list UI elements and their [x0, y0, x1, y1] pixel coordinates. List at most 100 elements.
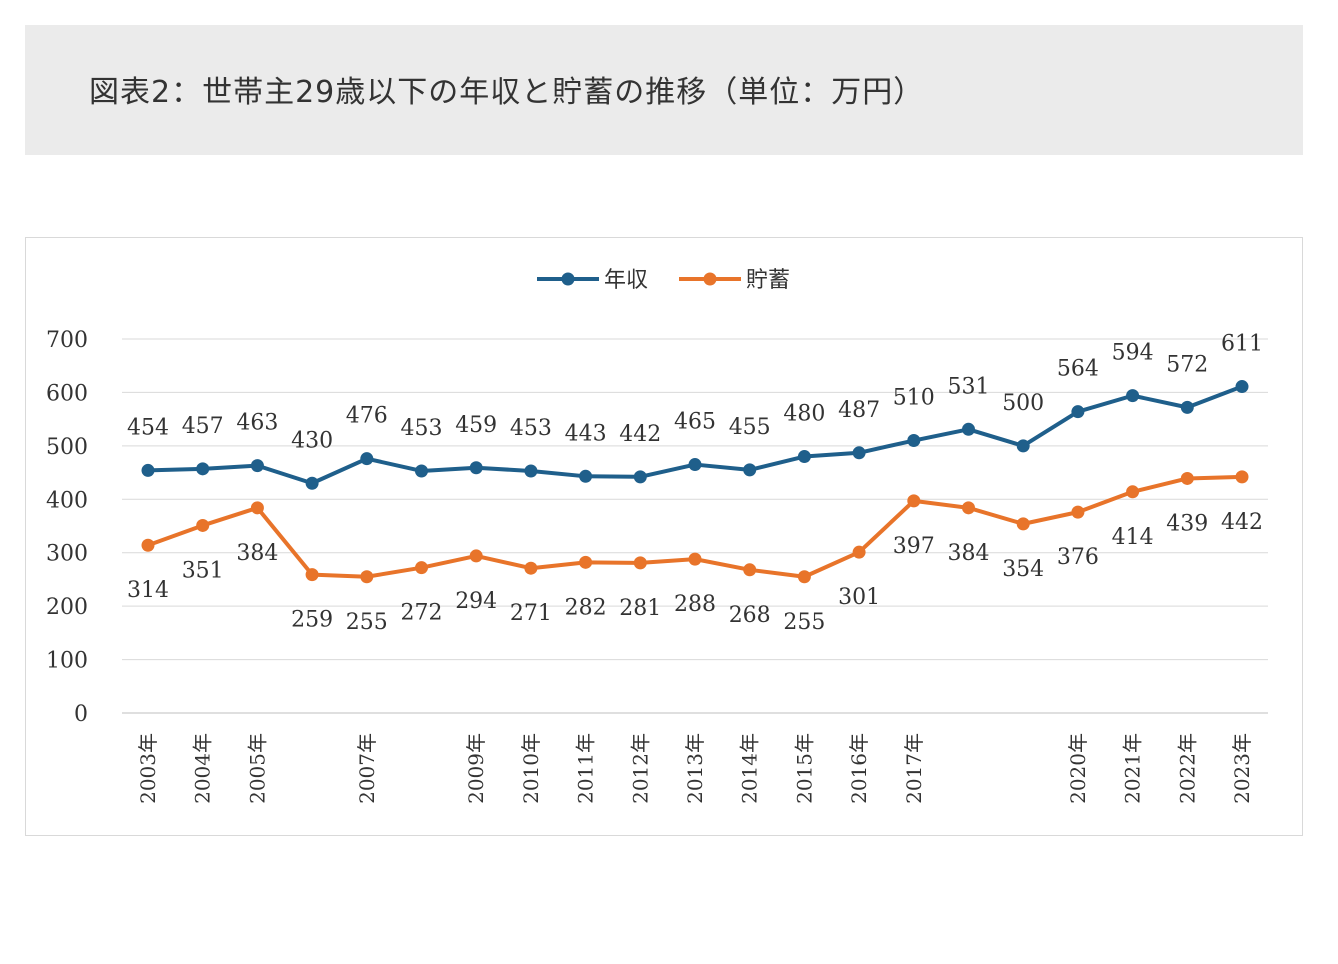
data-point: [633, 556, 647, 570]
x-axis-ticks: 2003年 2004年 2005年 2007年 2009年 2010年 2011年 2012年…: [136, 733, 1254, 804]
data-label: 272: [401, 601, 443, 626]
data-point: [743, 563, 757, 577]
data-label: 476: [346, 404, 388, 429]
data-label: 564: [1057, 357, 1099, 382]
x-tick-label: 2016年: [847, 733, 871, 804]
x-tick-label: 2003年: [136, 733, 160, 804]
data-point: [360, 452, 374, 466]
data-label: 442: [1221, 510, 1263, 535]
x-tick-label: 2017年: [902, 733, 926, 804]
y-tick-label: 0: [74, 702, 88, 727]
data-label: 531: [948, 374, 990, 399]
data-label: 414: [1112, 525, 1154, 550]
x-tick-label: 2011年: [574, 733, 598, 804]
data-label: 301: [838, 585, 880, 610]
y-tick-label: 400: [46, 488, 88, 513]
data-point: [1071, 405, 1085, 419]
data-label: 465: [674, 410, 716, 435]
data-point: [907, 494, 921, 508]
data-point: [141, 463, 155, 477]
x-tick-label: 2013年: [683, 733, 707, 804]
data-label: 487: [838, 398, 880, 423]
data-label: 480: [783, 402, 825, 427]
data-label: 455: [729, 415, 771, 440]
data-point: [196, 518, 210, 532]
x-tick-label: 2004年: [191, 733, 215, 804]
data-label: 442: [619, 422, 661, 447]
data-point: [415, 464, 428, 478]
data-point: [1071, 505, 1085, 519]
x-tick-label: 2022年: [1175, 733, 1199, 804]
data-point: [1180, 471, 1194, 485]
y-tick-label: 100: [46, 649, 88, 674]
data-point: [469, 461, 483, 475]
title-panel: 図表2：世帯主29歳以下の年収と貯蓄の推移（単位：万円）: [25, 25, 1303, 155]
data-label: 271: [510, 601, 552, 626]
data-point: [1016, 517, 1030, 531]
x-tick-label: 2023年: [1230, 733, 1254, 804]
data-point: [907, 434, 921, 448]
data-label: 282: [565, 595, 607, 620]
data-label: 354: [1002, 557, 1044, 582]
data-point: [852, 545, 866, 559]
gridlines: [122, 338, 1268, 714]
y-tick-label: 700: [46, 328, 88, 353]
data-label: 453: [510, 416, 552, 441]
data-point: [688, 552, 702, 566]
data-label: 314: [127, 578, 169, 603]
data-label: 463: [236, 411, 278, 436]
y-tick-label: 200: [46, 595, 88, 620]
data-label: 572: [1166, 352, 1208, 377]
y-tick-label: 600: [46, 381, 88, 406]
data-label: 351: [182, 558, 224, 583]
data-point: [1126, 389, 1140, 403]
data-label: 255: [346, 610, 388, 635]
data-point: [962, 422, 975, 436]
data-point: [579, 469, 593, 483]
legend-label: 貯蓄: [746, 268, 790, 293]
data-label: 457: [182, 414, 224, 439]
y-tick-label: 500: [46, 435, 88, 460]
legend-label: 年収: [604, 268, 648, 293]
data-point: [688, 458, 702, 472]
data-point: [797, 450, 811, 464]
series-layer: [141, 380, 1249, 584]
data-label: 454: [127, 415, 169, 440]
data-label: 510: [893, 386, 935, 411]
data-label: 384: [948, 541, 990, 566]
legend: 年収 貯蓄: [537, 268, 790, 293]
data-label: 259: [291, 608, 333, 633]
data-point: [797, 570, 811, 584]
legend-marker: [703, 272, 717, 286]
data-label: 288: [674, 592, 716, 617]
x-tick-label: 2007年: [355, 733, 379, 804]
x-tick-label: 2014年: [738, 733, 762, 804]
data-label: 594: [1112, 341, 1154, 366]
x-tick-label: 2010年: [519, 733, 543, 804]
data-label: 376: [1057, 545, 1099, 570]
data-point: [1180, 400, 1194, 414]
data-point: [250, 501, 264, 515]
page-title: 図表2：世帯主29歳以下の年収と貯蓄の推移（単位：万円）: [89, 75, 925, 110]
data-point: [196, 462, 210, 476]
y-axis-ticks: 0 100 200 300 400 500 600 700: [46, 328, 88, 727]
data-label: 255: [783, 610, 825, 635]
x-tick-label: 2020年: [1066, 733, 1090, 804]
data-point: [415, 561, 428, 575]
x-tick-label: 2005年: [245, 733, 269, 804]
data-point: [305, 568, 319, 582]
chart-frame: [25, 237, 1303, 836]
data-point: [1235, 470, 1249, 484]
data-point: [1126, 485, 1140, 499]
data-label: 500: [1002, 391, 1044, 416]
data-label: 384: [236, 541, 278, 566]
data-point: [305, 476, 319, 490]
data-point: [633, 470, 647, 484]
data-label: 397: [893, 534, 935, 559]
data-point: [524, 464, 538, 478]
y-tick-label: 300: [46, 542, 88, 567]
data-label: 281: [619, 596, 661, 621]
data-point: [1235, 380, 1249, 394]
data-point: [962, 501, 975, 515]
